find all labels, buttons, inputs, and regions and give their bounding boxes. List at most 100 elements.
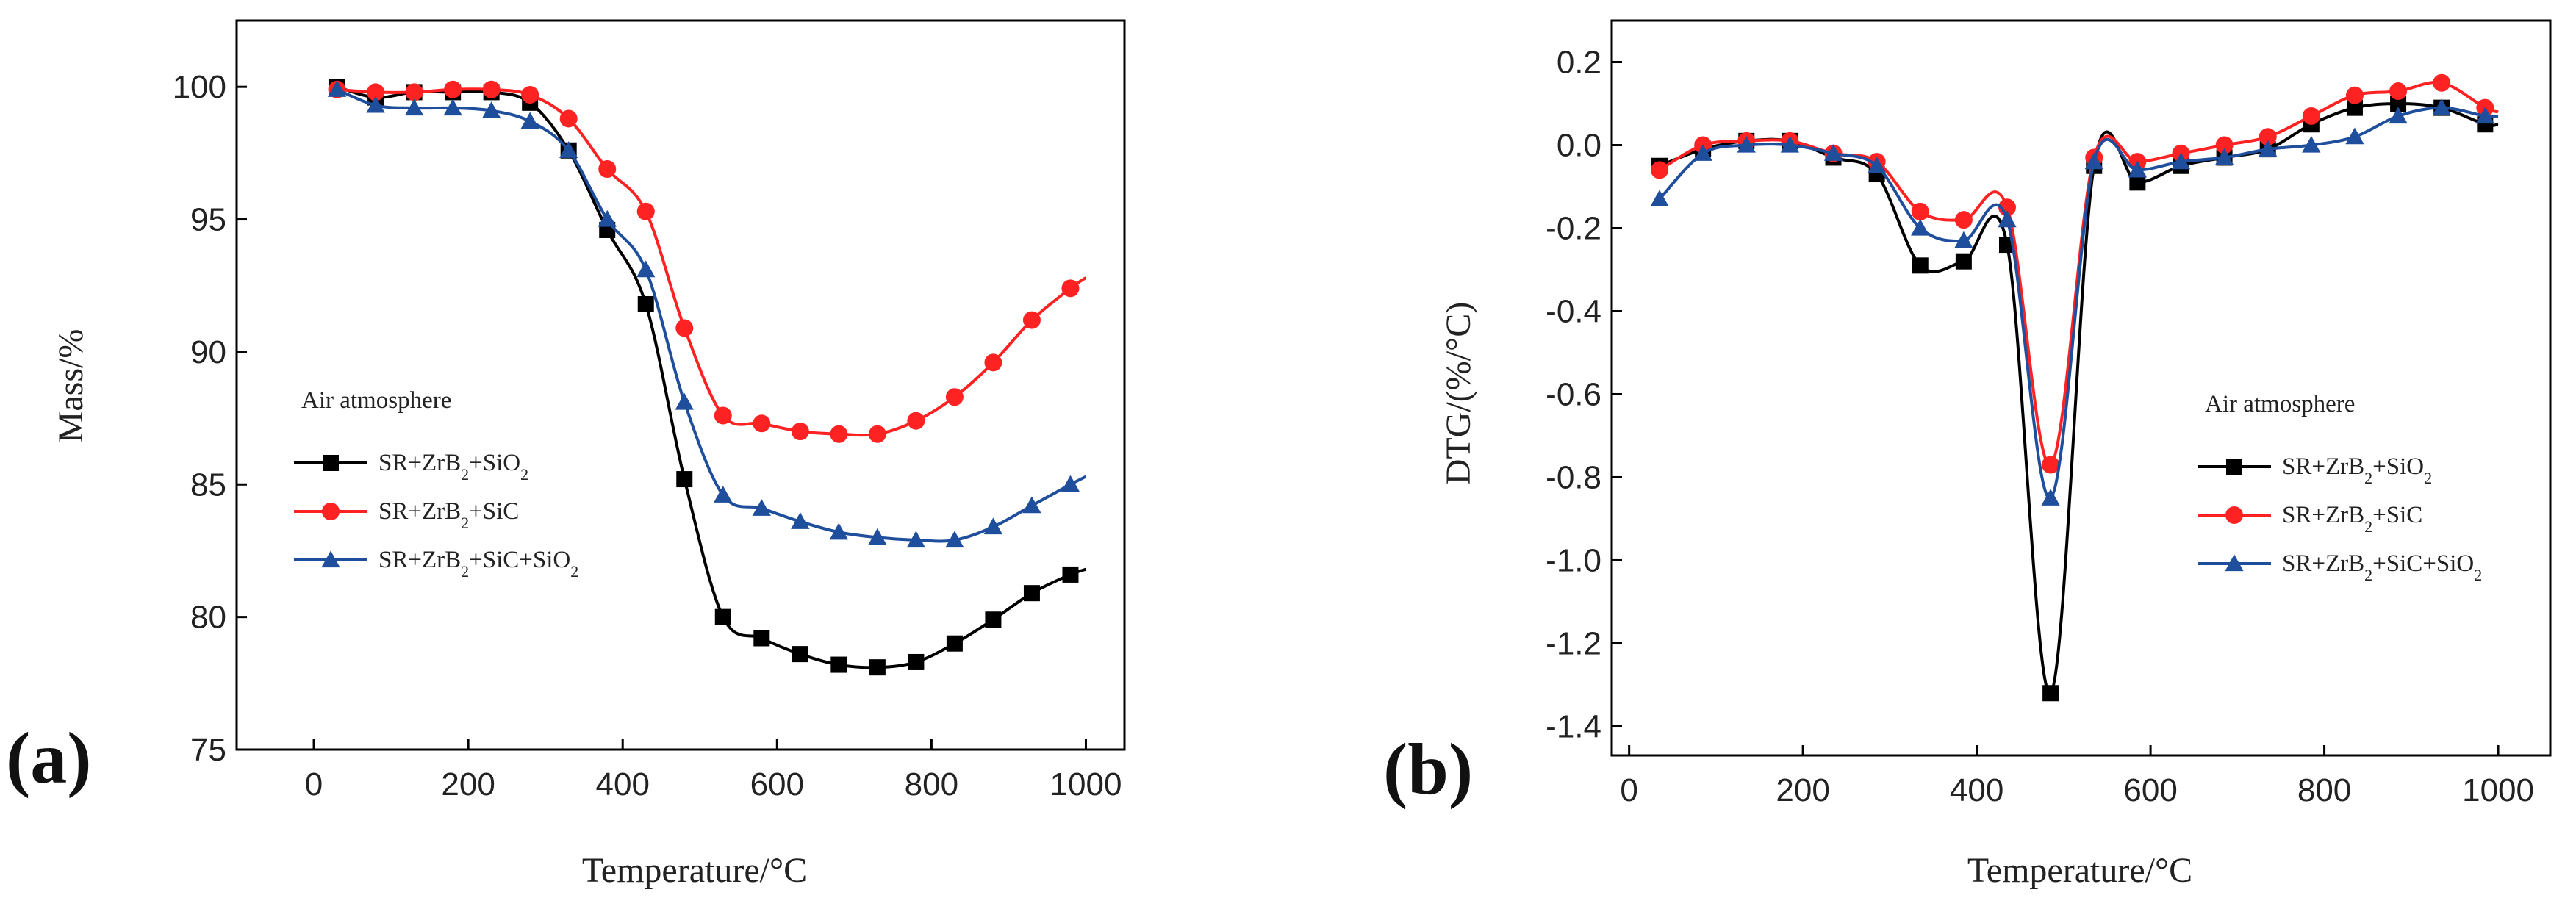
series-2-point (559, 141, 578, 158)
series-2-point (2084, 152, 2103, 170)
chart-b-ticks: 0 200 400 600 800 1000 -1.4 -1.2 -1.0 -0.8 -0.6 -0.… (1546, 44, 2534, 808)
chart-b: 0 200 400 600 800 1000 -1.4 -1.2 -1.0 -0.8 -0.6 -0.… (1383, 19, 2552, 890)
legend-text-part: SR+ZrB (2282, 550, 2364, 577)
legend-entry-2: SR+ZrB2+SiC+SiO2 (378, 547, 578, 581)
legend-marker-1 (322, 503, 340, 520)
y-tick-label: 0.2 (1557, 44, 1601, 80)
series-0-point (985, 611, 1002, 628)
series-0-point (1912, 257, 1929, 274)
series-1-point (753, 414, 771, 433)
series-2-point (1780, 135, 1800, 153)
series-0-point (637, 295, 654, 312)
series-2-point (636, 260, 656, 278)
series-2-point (1061, 475, 1080, 492)
chart-a-ticks: 0 200 400 600 800 1000 75 80 85 90 95 100 (173, 69, 1122, 802)
x-tick-label: 1000 (2462, 772, 2534, 808)
series-1-point (1651, 161, 1669, 179)
y-tick-label: 100 (173, 69, 226, 105)
legend-subscript: 2 (2424, 469, 2432, 487)
x-tick-label: 0 (305, 766, 323, 802)
series-2-point (1737, 135, 1756, 153)
series-2-point (906, 531, 926, 548)
chart-a-y-axis-title: Mass/% (51, 329, 90, 443)
series-2-point (1650, 190, 1669, 207)
legend-subscript: 2 (2364, 517, 2372, 536)
series-2-point (2432, 98, 2451, 115)
y-tick-label: 80 (190, 600, 226, 636)
y-tick-label: -1.2 (1546, 625, 1601, 661)
legend-marker-2 (2225, 554, 2244, 572)
series-2-point (1823, 144, 1843, 161)
series-1-point (1061, 279, 1080, 298)
chart-b-panel-label: (b) (1383, 728, 1473, 810)
series-1-point (2042, 456, 2060, 474)
y-tick-label: 75 (190, 732, 226, 768)
x-tick-label: 800 (905, 766, 958, 802)
series-0-point (1955, 253, 1972, 270)
series-2-point (598, 209, 617, 227)
series-2-point (2389, 107, 2408, 124)
series-2-point (2302, 135, 2321, 153)
chart-a-x-axis-title: Temperature/°C (582, 851, 807, 890)
series-2-point (2214, 148, 2234, 165)
series-1-point (367, 83, 385, 101)
series-1-point (2215, 136, 2234, 154)
series-0-point (792, 646, 808, 663)
series-0-point (946, 635, 963, 652)
y-tick-label: 95 (190, 202, 226, 238)
series-0-point (676, 471, 693, 488)
series-1-point (2259, 128, 2277, 146)
series-0-point (869, 659, 886, 676)
series-line-1 (337, 87, 1087, 437)
chart-b-plot-frame (1610, 19, 2552, 757)
series-2-point (366, 96, 385, 113)
series-line-2 (336, 87, 1087, 543)
series-1-point (830, 425, 848, 443)
x-tick-label: 600 (750, 766, 804, 802)
chart-a-plot-frame (235, 19, 1126, 751)
legend-text-part: +SiC+SiO (469, 547, 570, 573)
x-tick-label: 1000 (1050, 766, 1122, 802)
chart-b-series (1650, 73, 2499, 702)
series-line-2 (1658, 106, 2499, 500)
series-2-point (868, 528, 887, 545)
series-2-point (752, 499, 771, 516)
series-1-point (675, 319, 694, 337)
series-1-point (521, 86, 539, 104)
legend-subscript: 2 (2364, 566, 2372, 584)
legend-subscript: 2 (2474, 566, 2482, 584)
series-1-point (945, 388, 964, 406)
series-2-point (1693, 144, 1712, 161)
chart-a-legend: Air atmosphereSR+ZrB2+SiO2SR+ZrB2+SiCSR+… (294, 387, 578, 581)
chart-a-panel-label: (a) (6, 717, 92, 799)
series-1-point (791, 423, 809, 441)
series-0-point (714, 608, 731, 625)
series-1-point (1954, 211, 1973, 229)
legend-text-part: SR+ZrB (378, 498, 461, 525)
legend-title: Air atmosphere (301, 387, 451, 414)
series-2-point (945, 531, 964, 548)
legend-subscript: 2 (461, 465, 469, 484)
x-tick-label: 400 (596, 766, 650, 802)
y-tick-label: -0.6 (1546, 376, 1601, 412)
chart-b-legend: Air atmosphereSR+ZrB2+SiO2SR+ZrB2+SiCSR+… (2198, 391, 2482, 584)
series-2-point (1998, 210, 2017, 228)
series-1-point (2433, 73, 2451, 92)
y-tick-label: 85 (190, 467, 226, 503)
series-2-point (791, 512, 810, 529)
legend-entry-0: SR+ZrB2+SiO2 (2282, 453, 2432, 487)
y-tick-label: -0.4 (1546, 293, 1601, 329)
y-tick-label: 90 (190, 334, 226, 370)
series-2-point (2128, 160, 2148, 178)
series-0-point (1023, 585, 1040, 602)
series-line-0 (1659, 101, 2499, 695)
legend-entry-2: SR+ZrB2+SiC+SiO2 (2282, 550, 2482, 584)
series-1-point (868, 425, 886, 443)
legend-text-part: SR+ZrB (2282, 502, 2364, 528)
series-2-point (327, 80, 347, 97)
series-2-point (2345, 127, 2364, 145)
y-tick-label: -1.4 (1546, 708, 1601, 744)
series-1-point (598, 160, 617, 179)
series-2-point (714, 486, 733, 503)
series-2-point (829, 522, 848, 540)
